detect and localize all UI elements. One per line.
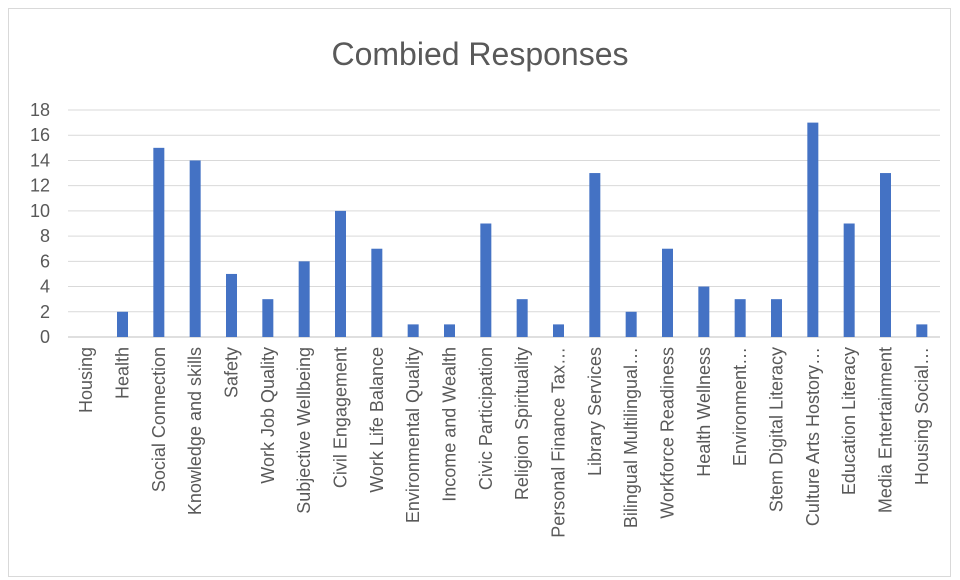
x-category-label: Housing bbox=[76, 347, 96, 413]
bar bbox=[516, 299, 528, 337]
bar bbox=[843, 223, 855, 337]
y-tick-label: 2 bbox=[40, 302, 50, 322]
x-category-label: Personal Finance Tax… bbox=[549, 347, 569, 538]
x-category-label: Bilingual Multilingual… bbox=[621, 347, 641, 528]
bar bbox=[771, 299, 782, 337]
bar bbox=[262, 299, 274, 337]
bar bbox=[807, 122, 819, 337]
y-tick-label: 10 bbox=[30, 201, 50, 221]
x-category-label: Subjective Wellbeing bbox=[294, 347, 314, 514]
x-category-label: Education Literacy bbox=[839, 347, 859, 495]
bar bbox=[698, 286, 710, 337]
x-category-label: Civic Participation bbox=[476, 347, 496, 490]
bar bbox=[117, 311, 128, 337]
bar bbox=[226, 273, 237, 337]
y-tick-label: 16 bbox=[30, 125, 50, 145]
x-category-label: Health Wellness bbox=[694, 347, 714, 477]
x-category-label: Environmental Quality bbox=[403, 347, 423, 523]
bar bbox=[625, 311, 637, 337]
x-category-label: Income and Wealth bbox=[440, 347, 460, 502]
bar bbox=[662, 248, 673, 337]
bar bbox=[916, 324, 928, 337]
x-category-label: Housing Social… bbox=[912, 347, 932, 485]
bar bbox=[589, 173, 601, 337]
bar bbox=[335, 210, 346, 337]
bars bbox=[117, 122, 928, 337]
bar bbox=[371, 248, 383, 337]
x-category-label: Work Life Balance bbox=[367, 347, 387, 493]
bar bbox=[553, 324, 564, 337]
bar bbox=[880, 173, 891, 337]
x-category-label: Stem Digital Literacy bbox=[767, 347, 787, 512]
x-category-label: Social Connection bbox=[149, 347, 169, 492]
bar bbox=[480, 223, 492, 337]
x-category-label: Culture Arts Hostory… bbox=[803, 347, 823, 526]
x-category-label: Media Entertainment bbox=[876, 347, 896, 513]
x-category-label: Work Job Quality bbox=[258, 347, 278, 484]
chart-title: Combied Responses bbox=[331, 36, 629, 72]
x-category-label: Safety bbox=[222, 347, 242, 398]
chart-frame bbox=[8, 8, 951, 577]
bar bbox=[153, 147, 165, 337]
bar bbox=[734, 299, 746, 337]
x-category-label: Library Services bbox=[585, 347, 605, 476]
x-category-label: Environment… bbox=[730, 347, 750, 466]
x-category-label: Workforce Readiness bbox=[658, 347, 678, 519]
y-tick-label: 12 bbox=[30, 176, 50, 196]
y-tick-label: 14 bbox=[30, 150, 50, 170]
x-category-label: Health bbox=[113, 347, 133, 399]
y-tick-label: 18 bbox=[30, 100, 50, 120]
gridlines bbox=[68, 109, 940, 338]
bar bbox=[189, 160, 201, 337]
y-tick-label: 8 bbox=[40, 226, 50, 246]
y-axis-ticks: 0 2 4 6 8 10 12 14 16 18 bbox=[30, 100, 50, 347]
x-category-label: Civil Engagement bbox=[331, 347, 351, 488]
bar bbox=[407, 324, 419, 337]
x-category-label: Religion Spirituality bbox=[512, 347, 532, 500]
y-tick-label: 0 bbox=[40, 327, 50, 347]
x-axis-labels: Housing Health Social Connection Knowledge … bbox=[76, 347, 932, 538]
x-category-label: Knowledge and skills bbox=[185, 347, 205, 515]
bar bbox=[298, 261, 310, 337]
bar bbox=[444, 324, 455, 337]
y-tick-label: 4 bbox=[40, 277, 50, 297]
y-tick-label: 6 bbox=[40, 251, 50, 271]
